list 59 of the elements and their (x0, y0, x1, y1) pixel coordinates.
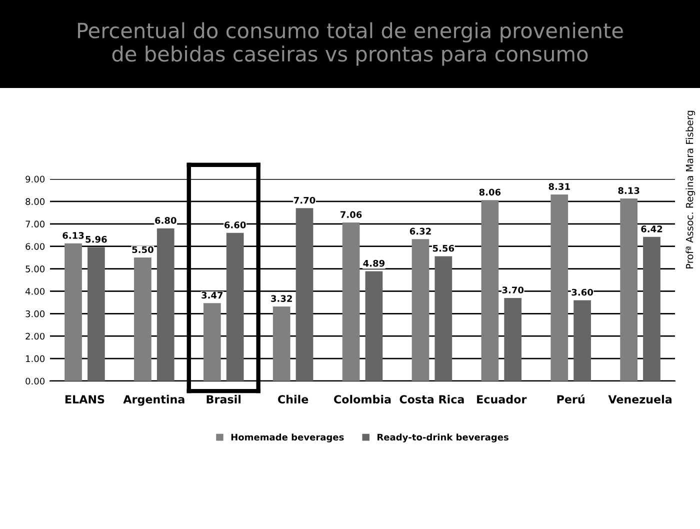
bar (550, 194, 568, 381)
data-label: 6.80 (155, 217, 176, 224)
bar (134, 258, 152, 381)
y-tick-label: 4.00 (25, 288, 45, 295)
data-label: 7.70 (294, 196, 316, 204)
legend-label: Homemade beverages (231, 434, 344, 442)
bar (643, 236, 660, 381)
x-tick-label: Brasil (206, 394, 241, 404)
bar (365, 271, 383, 381)
bar (434, 256, 452, 381)
y-tick-label: 6.00 (26, 243, 45, 250)
bar (342, 222, 360, 381)
bar (226, 232, 244, 381)
bar (412, 239, 430, 381)
y-tick-label: 1.00 (26, 355, 45, 362)
x-tick-label: ELANS (65, 395, 104, 404)
y-tick-label: 7.00 (26, 220, 45, 228)
data-label: 8.31 (548, 183, 570, 190)
data-label: 6.13 (62, 232, 84, 239)
bar (620, 198, 638, 381)
y-tick-label: 8.00 (26, 198, 45, 206)
bar (272, 306, 290, 381)
data-label: 4.89 (363, 260, 385, 267)
x-tick-label: Costa Rica (400, 394, 464, 404)
data-label: 8.13 (618, 187, 640, 194)
x-tick-label: Perú (557, 394, 584, 404)
y-tick-label: 9.00 (26, 176, 45, 183)
bar (88, 247, 105, 381)
bar (574, 300, 591, 381)
data-label: 3.70 (502, 286, 524, 294)
data-label: 8.06 (479, 188, 501, 196)
x-tick-label: Chile (278, 394, 308, 404)
data-label: 3.32 (271, 295, 292, 302)
x-tick-label: Ecuador (477, 394, 527, 404)
y-tick-label: 0.00 (26, 378, 45, 385)
data-label: 6.60 (224, 222, 246, 228)
data-label: 7.06 (340, 211, 362, 218)
bar (156, 228, 174, 381)
x-tick-label: Venezuela (608, 394, 672, 404)
y-tick-label: 2.00 (26, 332, 45, 340)
bar (203, 303, 221, 381)
bar (64, 243, 82, 381)
bar (481, 200, 499, 381)
data-label: 5.56 (432, 244, 454, 252)
data-label: 6.42 (641, 226, 662, 232)
data-label: 6.32 (410, 228, 431, 235)
chart-title: Percentual do consumo total de energia proveniente de bebidas caseiras vs prontas para consumo (78, 22, 623, 66)
text: Profª Assoc. Regina Mara Fisberg (686, 110, 696, 268)
bar (296, 208, 314, 381)
x-tick-label: Argentina (123, 394, 184, 406)
data-label: 3.60 (572, 288, 593, 296)
data-label: 5.50 (132, 246, 154, 254)
y-tick-label: 5.00 (26, 266, 45, 272)
data-label: 5.96 (86, 236, 107, 243)
legend-label: Ready-to-drink beverages (378, 434, 508, 442)
x-tick-label: Colombia (334, 394, 391, 404)
y-tick-label: 3.00 (26, 310, 45, 318)
data-label: 3.47 (202, 292, 223, 299)
bar (504, 298, 522, 381)
